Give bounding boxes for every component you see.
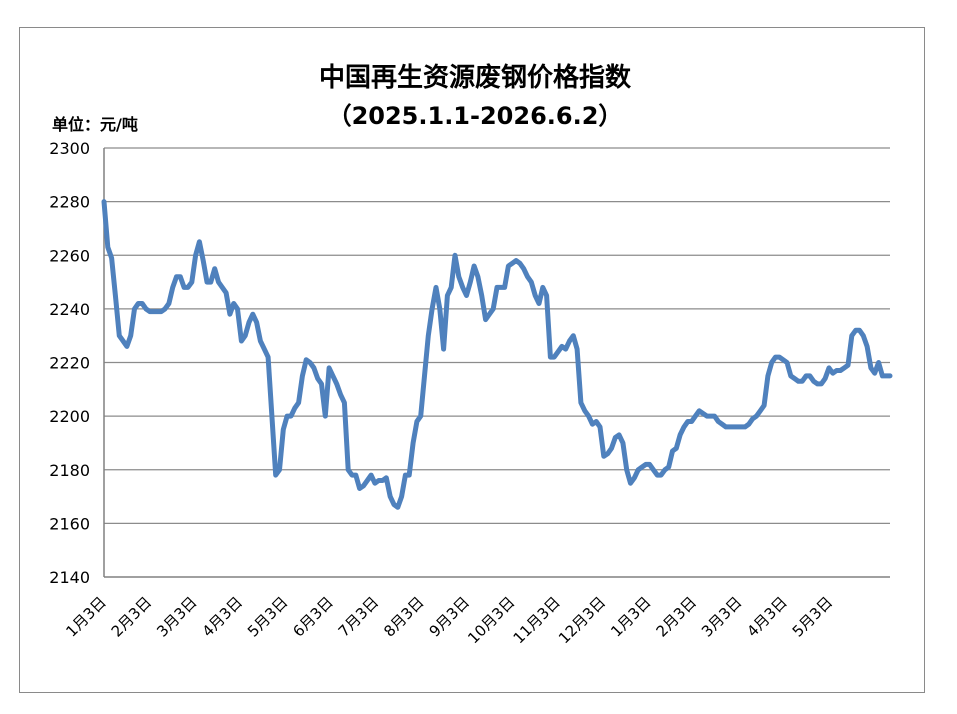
unit-label: 单位：元/吨 bbox=[52, 115, 138, 134]
x-tick-label: 2月3日 bbox=[653, 593, 700, 640]
y-tick-label: 2160 bbox=[49, 514, 90, 533]
x-tick-label: 4月3日 bbox=[199, 593, 246, 640]
x-tick-label: 1月3日 bbox=[62, 593, 109, 640]
x-tick-label: 5月3日 bbox=[789, 593, 836, 640]
y-tick-label: 2280 bbox=[49, 193, 90, 212]
x-tick-label: 11月3日 bbox=[510, 593, 564, 647]
y-axis-ticks: 2140 2160 2180 2200 2220 2240 2260 2280 2300 bbox=[49, 139, 90, 587]
chart-title: 中国再生资源废钢价格指数 bbox=[319, 62, 632, 93]
y-tick-label: 2140 bbox=[49, 568, 90, 587]
x-tick-label: 12月3日 bbox=[555, 593, 609, 647]
y-tick-label: 2240 bbox=[49, 300, 90, 319]
x-tick-label: 3月3日 bbox=[698, 593, 745, 640]
x-tick-label: 5月3日 bbox=[244, 593, 291, 640]
series-group bbox=[101, 199, 893, 510]
chart-subtitle: （2025.1.1-2026.6.2） bbox=[328, 102, 623, 130]
y-tick-label: 2300 bbox=[49, 139, 90, 158]
y-tick-label: 2180 bbox=[49, 461, 90, 480]
y-tick-label: 2260 bbox=[49, 246, 90, 265]
y-tick-label: 2220 bbox=[49, 354, 90, 373]
x-tick-label: 6月3日 bbox=[289, 593, 336, 640]
x-tick-label: 1月3日 bbox=[607, 593, 654, 640]
x-tick-label: 3月3日 bbox=[153, 593, 200, 640]
x-tick-label: 4月3日 bbox=[743, 593, 790, 640]
series-line bbox=[101, 199, 893, 510]
x-tick-label: 10月3日 bbox=[464, 593, 518, 647]
x-tick-label: 7月3日 bbox=[335, 593, 382, 640]
x-tick-label: 8月3日 bbox=[380, 593, 427, 640]
chart-frame bbox=[19, 27, 925, 693]
x-axis-ticks: 1月3日2月3日3月3日4月3日5月3日6月3日7月3日8月3日9月3日10月3… bbox=[62, 593, 836, 647]
x-tick-label: 2月3日 bbox=[108, 593, 155, 640]
y-tick-label: 2200 bbox=[49, 407, 90, 426]
